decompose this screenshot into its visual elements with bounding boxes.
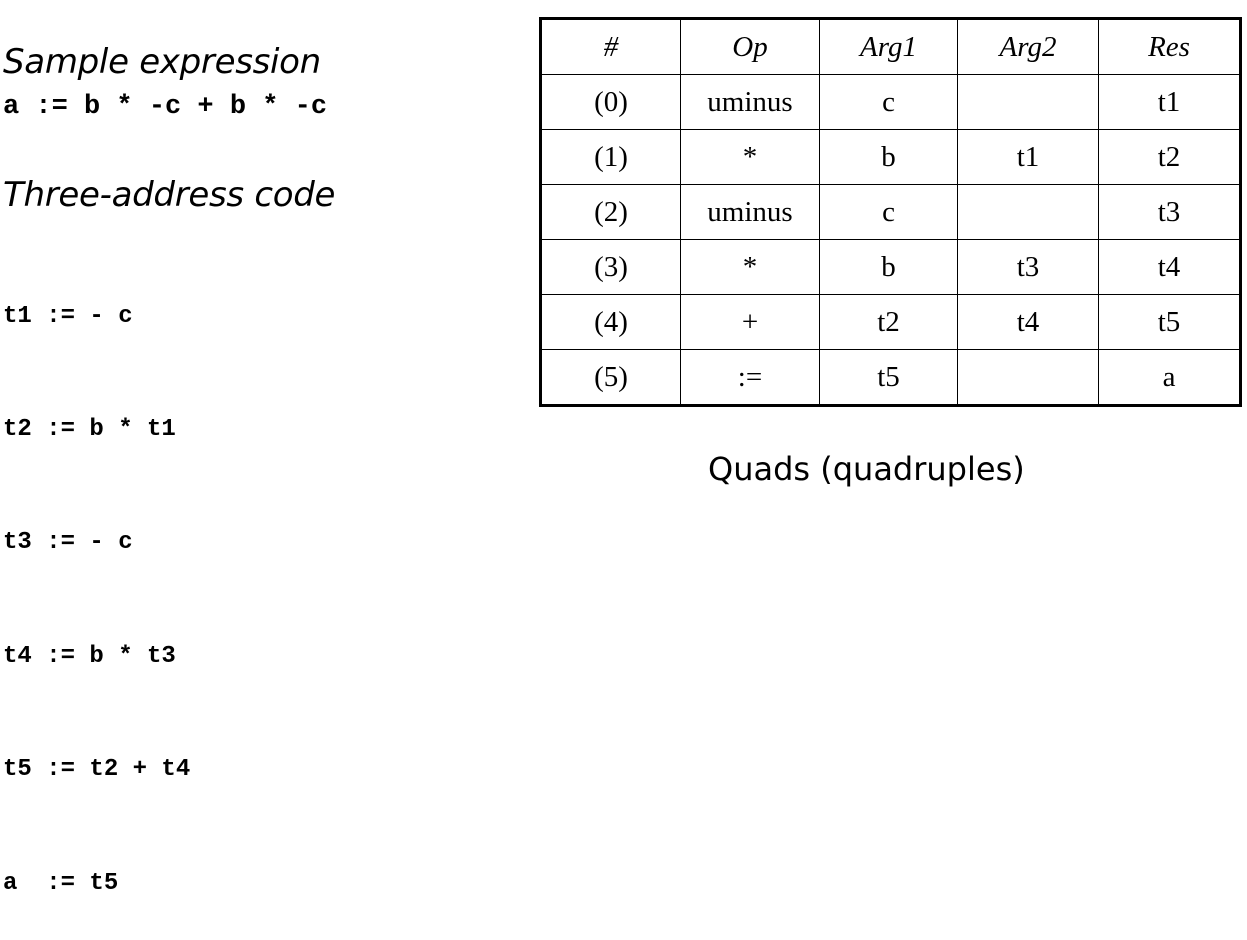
- header-arg1: Arg1: [819, 18, 958, 75]
- table-row: (3) * b t3 t4: [540, 239, 1241, 295]
- table-row: (2) uminus c t3: [540, 184, 1241, 240]
- cell-res: t2: [1098, 129, 1241, 185]
- quads-caption: Quads (quadruples): [708, 450, 1025, 488]
- cell-number: (3): [540, 239, 681, 295]
- tac-line: t4 := b * t3: [3, 642, 176, 670]
- cell-arg2: [957, 184, 1099, 240]
- tac-line: t1 := - c: [3, 302, 133, 330]
- table-row: (0) uminus c t1: [540, 74, 1241, 130]
- cell-arg1: t5: [819, 349, 958, 406]
- cell-arg1: c: [819, 74, 958, 130]
- table-header-row: # Op Arg1 Arg2 Res: [540, 18, 1241, 75]
- table-row: (5) := t5 a: [540, 349, 1241, 406]
- cell-arg2: t3: [957, 239, 1099, 295]
- tac-line: a := t5: [3, 869, 119, 897]
- header-arg2: Arg2: [957, 18, 1099, 75]
- cell-op: +: [680, 294, 820, 350]
- cell-res: t4: [1098, 239, 1241, 295]
- table-row: (4) + t2 t4 t5: [540, 294, 1241, 350]
- cell-op: uminus: [680, 184, 820, 240]
- tac-line: t5 := t2 + t4: [3, 756, 191, 784]
- cell-arg2: [957, 349, 1099, 406]
- cell-res: t1: [1098, 74, 1241, 130]
- cell-arg2: [957, 74, 1099, 130]
- cell-arg1: c: [819, 184, 958, 240]
- tac-line: t3 := - c: [3, 529, 133, 557]
- cell-op: *: [680, 239, 820, 295]
- header-number: #: [540, 18, 681, 75]
- cell-arg2: t4: [957, 294, 1099, 350]
- cell-number: (1): [540, 129, 681, 185]
- cell-number: (0): [540, 74, 681, 130]
- cell-arg1: b: [819, 129, 958, 185]
- cell-res: a: [1098, 349, 1241, 406]
- cell-number: (5): [540, 349, 681, 406]
- cell-arg2: t1: [957, 129, 1099, 185]
- cell-arg1: t2: [819, 294, 958, 350]
- cell-res: t5: [1098, 294, 1241, 350]
- three-address-code-heading: Three-address code: [3, 175, 336, 215]
- three-address-code-block: t1 := - c t2 := b * t1 t3 := - c t4 := b…: [3, 222, 190, 940]
- quads-table: # Op Arg1 Arg2 Res (0) uminus c t1 (1) *…: [539, 17, 1242, 407]
- sample-expression-code: a := b * -c + b * -c: [3, 92, 328, 122]
- cell-res: t3: [1098, 184, 1241, 240]
- header-res: Res: [1098, 18, 1241, 75]
- cell-op: *: [680, 129, 820, 185]
- cell-op: uminus: [680, 74, 820, 130]
- tac-line: t2 := b * t1: [3, 415, 176, 443]
- cell-number: (4): [540, 294, 681, 350]
- cell-arg1: b: [819, 239, 958, 295]
- table-row: (1) * b t1 t2: [540, 129, 1241, 185]
- sample-expression-heading: Sample expression: [3, 42, 321, 82]
- cell-op: :=: [680, 349, 820, 406]
- cell-number: (2): [540, 184, 681, 240]
- header-op: Op: [680, 18, 820, 75]
